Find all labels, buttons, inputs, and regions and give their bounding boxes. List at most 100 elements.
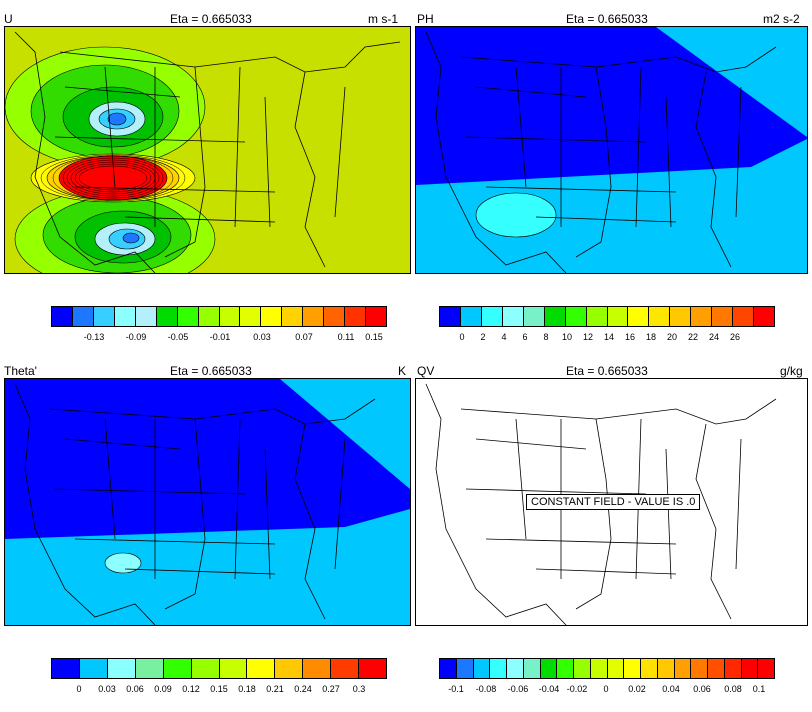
- colorbar-qv-swatch-8: [574, 659, 591, 678]
- colorbar-ph: [439, 306, 775, 327]
- colorbar-qv-label: 0.04: [662, 684, 680, 694]
- colorbar-qv-label: 0.08: [724, 684, 742, 694]
- colorbar-u-label: 0.03: [253, 332, 271, 342]
- colorbar-qv-swatch-11: [624, 659, 641, 678]
- colorbar-u-swatch-13: [324, 307, 346, 326]
- colorbar-theta-label: 0.06: [126, 684, 144, 694]
- field-label-ph: PH: [417, 12, 434, 26]
- colorbar-qv-label: 0.02: [628, 684, 646, 694]
- colorbar-ph-swatch-4: [523, 307, 545, 326]
- colorbar-theta-label: 0.24: [294, 684, 312, 694]
- colorbar-theta-swatch-8: [275, 659, 304, 678]
- colorbar-u-label: -0.13: [83, 332, 105, 342]
- colorbar-u-swatch-14: [345, 307, 367, 326]
- colorbar-theta-swatch-10: [331, 659, 360, 678]
- colorbar-ph-swatch-3: [502, 307, 524, 326]
- colorbar-qv-label: 0.06: [693, 684, 711, 694]
- units-label-theta: K: [398, 364, 407, 378]
- units-label-qv: g/kg: [780, 364, 803, 378]
- colorbar-qv-swatch-18: [741, 659, 759, 678]
- colorbar-theta: [51, 658, 387, 679]
- colorbar-u-label: 0.07: [295, 332, 313, 342]
- colorbar-theta-swatch-5: [191, 659, 220, 678]
- colorbar-u-swatch-5: [156, 307, 178, 326]
- colorbar-qv-swatch-4: [507, 659, 524, 678]
- colorbar-qv-swatch-10: [607, 659, 625, 678]
- colorbar-qv-swatch-6: [540, 659, 558, 678]
- colorbar-qv-swatch-3: [490, 659, 507, 678]
- colorbar-u-swatch-1: [72, 307, 94, 326]
- colorbar-u-label: 0.11: [337, 332, 355, 342]
- colorbar-u-swatch-4: [135, 307, 157, 326]
- colorbar-ph-label: 14: [603, 332, 615, 342]
- colorbar-qv-swatch-16: [708, 659, 725, 678]
- colorbar-theta-label: 0.09: [154, 684, 172, 694]
- colorbar-theta-swatch-3: [135, 659, 164, 678]
- colorbar-theta-label: 0.15: [210, 684, 228, 694]
- colorbar-ph-label: 0: [459, 332, 465, 342]
- colorbar-qv-swatch-15: [691, 659, 708, 678]
- colorbar-qv-swatch-9: [590, 659, 608, 678]
- colorbar-ph-swatch-10: [649, 307, 671, 326]
- colorbar-u-swatch-9: [240, 307, 262, 326]
- colorbar-ph-swatch-2: [481, 307, 503, 326]
- level-label-qv: Eta = 0.665033: [566, 364, 648, 378]
- colorbar-ph-label: 6: [522, 332, 528, 342]
- colorbar-ph-label: 26: [729, 332, 741, 342]
- level-label-ph: Eta = 0.665033: [566, 12, 648, 26]
- colorbar-qv-label: 0.1: [752, 684, 766, 694]
- map-theta-svg: [5, 379, 410, 625]
- colorbar-u-swatch-11: [282, 307, 304, 326]
- colorbar-ph-swatch-6: [565, 307, 587, 326]
- colorbar-ph-swatch-1: [460, 307, 482, 326]
- colorbar-qv-label: 0: [603, 684, 609, 694]
- map-u-svg: [5, 27, 410, 273]
- map-u: [4, 26, 411, 274]
- colorbar-theta-label: 0.03: [98, 684, 116, 694]
- colorbar-qv-swatch-0: [440, 659, 457, 678]
- colorbar-theta-label: 0.21: [266, 684, 284, 694]
- colorbar-qv-swatch-19: [758, 659, 774, 678]
- colorbar-ph-swatch-5: [544, 307, 566, 326]
- colorbar-u-swatch-15: [366, 307, 386, 326]
- colorbar-u-swatch-7: [198, 307, 220, 326]
- field-label-u: U: [4, 12, 13, 26]
- colorbar-u-label: -0.05: [167, 332, 189, 342]
- colorbar-ph-label: 22: [687, 332, 699, 342]
- colorbar-ph-label: 8: [543, 332, 549, 342]
- map-ph-svg: [416, 27, 807, 273]
- colorbar-u-label: -0.09: [125, 332, 147, 342]
- colorbar-u-swatch-2: [93, 307, 115, 326]
- colorbar-qv-label: -0.08: [475, 684, 497, 694]
- colorbar-theta-swatch-2: [107, 659, 136, 678]
- level-label-theta: Eta = 0.665033: [170, 364, 252, 378]
- colorbar-ph-swatch-0: [440, 307, 461, 326]
- colorbar-theta-swatch-11: [359, 659, 387, 678]
- colorbar-ph-label: 18: [645, 332, 657, 342]
- colorbar-u: [51, 306, 387, 327]
- colorbar-u-swatch-10: [261, 307, 283, 326]
- colorbar-ph-swatch-8: [607, 307, 629, 326]
- colorbar-qv-label: -0.02: [566, 684, 588, 694]
- colorbar-theta-label: 0.3: [352, 684, 366, 694]
- colorbar-u-swatch-0: [52, 307, 73, 326]
- colorbar-ph-label: 12: [582, 332, 594, 342]
- level-label-u: Eta = 0.665033: [170, 12, 252, 26]
- map-theta: [4, 378, 411, 626]
- units-label-ph: m2 s-2: [763, 12, 800, 26]
- colorbar-ph-swatch-15: [754, 307, 774, 326]
- colorbar-qv-swatch-2: [473, 659, 491, 678]
- map-qv: CONSTANT FIELD - VALUE IS .0: [415, 378, 808, 626]
- colorbar-ph-label: 16: [624, 332, 636, 342]
- colorbar-ph-swatch-11: [670, 307, 692, 326]
- colorbar-ph-swatch-12: [691, 307, 713, 326]
- colorbar-theta-swatch-0: [52, 659, 80, 678]
- colorbar-qv-swatch-17: [724, 659, 742, 678]
- colorbar-theta-swatch-6: [219, 659, 248, 678]
- colorbar-ph-label: 20: [666, 332, 678, 342]
- colorbar-u-label: 0.15: [365, 332, 383, 342]
- colorbar-qv-swatch-14: [674, 659, 692, 678]
- colorbar-ph-label: 2: [480, 332, 486, 342]
- colorbar-u-swatch-6: [177, 307, 199, 326]
- colorbar-qv-swatch-12: [641, 659, 658, 678]
